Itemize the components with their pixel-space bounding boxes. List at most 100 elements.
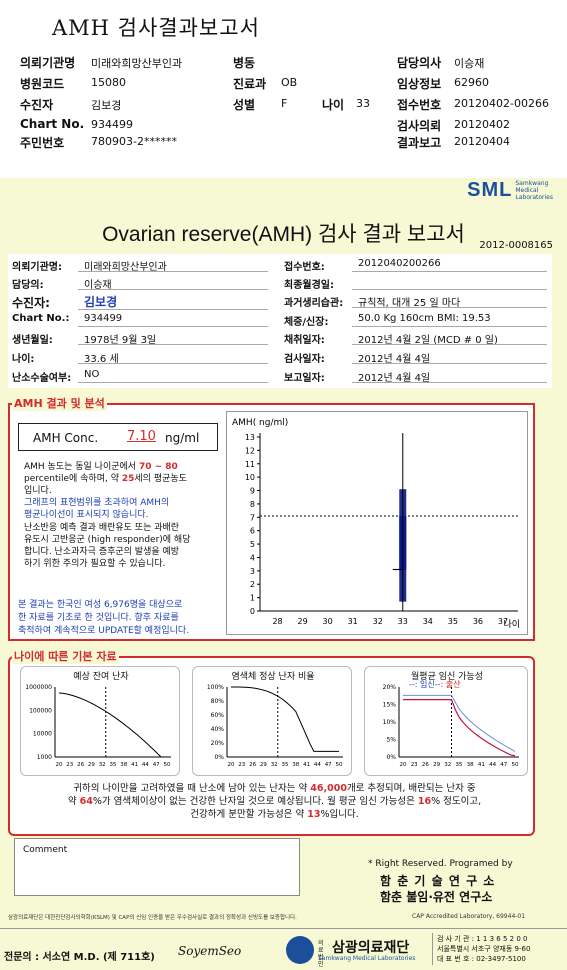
y-tick-label: 0% bbox=[386, 754, 396, 761]
sml-logo-sub2: Medical bbox=[515, 186, 539, 194]
underline bbox=[352, 271, 547, 272]
accreditation-note: 삼광의료재단은 대한진단검사의학회(KSLM) 및 CAP의 신임 인증을 받은… bbox=[8, 915, 297, 921]
info-label: 접수번호: bbox=[284, 262, 325, 273]
text: 축적하여 계속적으로 UPDATE할 예정입니다. bbox=[18, 626, 190, 636]
doctor-name: 전문의 : 서소연 M.D. (제 711호) bbox=[4, 952, 155, 963]
amh-section-title: AMH 결과 및 분석 bbox=[12, 395, 107, 411]
remaining-eggs-plot: 1000000 100000 10000 1000 20 23 26 29 32 35 38 41 44… bbox=[25, 684, 171, 768]
x-tick-label: 38 bbox=[120, 762, 127, 768]
info-value: 50.0 Kg 160cm BMI: 19.53 bbox=[358, 313, 491, 324]
y-tick-label: 8 bbox=[250, 500, 255, 509]
y-tick-label: 0% bbox=[214, 754, 224, 761]
x-tick-label: 47 bbox=[153, 762, 160, 768]
header-label: 접수번호 bbox=[397, 98, 442, 112]
sml-logo-sub3: Laboratories bbox=[515, 193, 553, 201]
amh-result-section: AMH Conc. 7.10 ng/ml AMH 농도는 동일 나이군에서 70… bbox=[8, 403, 535, 641]
birth-curve bbox=[403, 699, 516, 757]
header-value: 김보경 bbox=[91, 99, 122, 112]
y-tick-label: 1 bbox=[250, 594, 255, 603]
underline bbox=[78, 344, 268, 345]
sml-logo-sub1: Samkwang bbox=[515, 179, 549, 187]
x-tick-label: 37 bbox=[498, 617, 508, 626]
x-tick-label: 47 bbox=[500, 762, 507, 768]
text: % 정도이고, bbox=[431, 796, 482, 807]
remaining-eggs-value: 46,000 bbox=[310, 783, 347, 794]
info-value: 2012년 4월 4일 bbox=[358, 354, 431, 365]
age-summary: 귀하의 나이만을 고려하였을 때 난소에 남아 있는 난자는 약 46,000개… bbox=[22, 782, 527, 821]
amh-analysis-3: 난소반응 예측 결과 배란유도 또는 과배란 유도시 고반응군 (high re… bbox=[24, 522, 232, 570]
foundation-name-en: Samkwang Medical Laboratories bbox=[318, 955, 416, 962]
normal-eggs-chart: 염색체 정상 난자 비율 100% 80% 60% 40% 20% 0% 20 23 26 29 3… bbox=[192, 666, 352, 776]
header-label: 담당의사 bbox=[397, 56, 442, 70]
info-value: 33.6 세 bbox=[84, 354, 119, 365]
underline bbox=[78, 382, 268, 383]
header-value: OB bbox=[281, 76, 298, 89]
header-value: 20120402-00266 bbox=[454, 97, 549, 110]
x-tick-label: 44 bbox=[142, 762, 149, 768]
header-label: 주민번호 bbox=[20, 136, 65, 150]
y-tick-label: 40% bbox=[211, 726, 225, 733]
pregnancy-chance-chart: 월평균 임신 가능성 --: 임신--: 출산 20% 15% 10% 5% 0% 20 2… bbox=[364, 666, 528, 776]
info-label: 난소수술여부: bbox=[12, 373, 72, 384]
amh-analysis-4: 본 결과는 한국인 여성 6,976명을 대상으로 한 자료를 기초로 한 것입… bbox=[18, 599, 228, 638]
birth-value: 13 bbox=[307, 809, 321, 820]
chart-title: 월평균 임신 가능성 bbox=[411, 672, 483, 682]
curve bbox=[231, 686, 339, 752]
header-value: 780903-2****** bbox=[91, 135, 177, 148]
amh-conc-box: AMH Conc. 7.10 ng/ml bbox=[18, 423, 218, 451]
lab-code: 검 사 기 관 : 1 1 3 6 5 2 0 0 bbox=[437, 935, 528, 943]
info-value: 2012040200266 bbox=[358, 258, 441, 269]
x-tick-label: 35 bbox=[456, 762, 463, 768]
text: 그래프의 표현범위를 초과하여 AMH의 bbox=[24, 498, 170, 508]
header-value: 이승재 bbox=[454, 57, 485, 70]
y-tick-label: 10 bbox=[245, 473, 255, 482]
x-tick-label: 32 bbox=[444, 762, 451, 768]
amh-analysis-1: AMH 농도는 동일 나이군에서 70 ~ 80 percentile에 속하며… bbox=[24, 461, 228, 497]
header-label: 검사의뢰 bbox=[397, 119, 442, 133]
x-tick-label: 38 bbox=[292, 762, 299, 768]
header-label: 병동 bbox=[233, 56, 256, 70]
info-label: 체중/신장: bbox=[284, 317, 329, 328]
age-data-section: 예상 잔여 난자 1000000 100000 10000 1000 20 23 26 29 3… bbox=[8, 656, 535, 836]
x-tick-label: 41 bbox=[303, 762, 310, 768]
y-tick-label: 100000 bbox=[29, 707, 52, 714]
pregnancy-curve bbox=[403, 694, 516, 752]
underline bbox=[78, 363, 268, 364]
header-label: 임상정보 bbox=[397, 77, 442, 91]
x-tick-label: 29 bbox=[88, 762, 95, 768]
text: 귀하의 나이만을 고려하였을 때 난소에 남아 있는 난자는 약 bbox=[73, 783, 308, 794]
percentile-range: 70 ~ 80 bbox=[138, 462, 178, 472]
y-tick-label: 60% bbox=[211, 712, 225, 719]
legend-birth: : 출산 bbox=[440, 680, 461, 689]
chart-title: 염색체 정상 난자 비율 bbox=[231, 672, 315, 682]
y-tick-label: 80% bbox=[211, 698, 225, 705]
phone: 대 표 번 호 : 02-3497-5100 bbox=[437, 955, 526, 963]
age-section-title: 나이에 따른 기본 자료 bbox=[12, 648, 119, 664]
amh-analysis-2: 그래프의 표현범위를 초과하여 AMH의 평균나이선이 표시되지 않습니다. bbox=[24, 497, 228, 521]
x-tick-label: 35 bbox=[282, 762, 289, 768]
header-label: Chart No. bbox=[20, 117, 85, 131]
y-tick-label: 0 bbox=[250, 607, 255, 616]
header-label: 결과보고 bbox=[397, 136, 442, 150]
underline bbox=[78, 289, 268, 290]
y-axis-label: AMH( ng/ml) bbox=[232, 418, 288, 428]
info-value: NO bbox=[84, 369, 100, 380]
info-label: 의뢰기관명: bbox=[12, 262, 62, 273]
x-tick-label: 32 bbox=[99, 762, 106, 768]
x-tick-label: 44 bbox=[489, 762, 496, 768]
x-tick-label: 38 bbox=[467, 762, 474, 768]
y-tick-label: 1000000 bbox=[25, 684, 52, 691]
x-tick-label: 33 bbox=[398, 617, 408, 626]
header-value: 미래와희망산부인과 bbox=[91, 57, 183, 70]
patient-info: 의뢰기관명: 미래와희망산부인과 담당의: 이승재 수진자: 김보경 Chart… bbox=[8, 254, 552, 388]
x-axis-label: 나이 bbox=[503, 619, 520, 630]
y-tick-label: 3 bbox=[250, 567, 255, 576]
x-tick-label: 29 bbox=[260, 762, 267, 768]
text: %입니다. bbox=[320, 809, 359, 820]
info-label: 최종월경일: bbox=[284, 280, 334, 291]
normal-eggs-value: 64 bbox=[79, 796, 93, 807]
info-value: 934499 bbox=[84, 313, 123, 324]
pregnancy-chance-plot: 20% 15% 10% 5% 0% 20 23 26 29 32 35 38 41 44 47 50 bbox=[383, 684, 519, 768]
underline bbox=[78, 271, 268, 272]
